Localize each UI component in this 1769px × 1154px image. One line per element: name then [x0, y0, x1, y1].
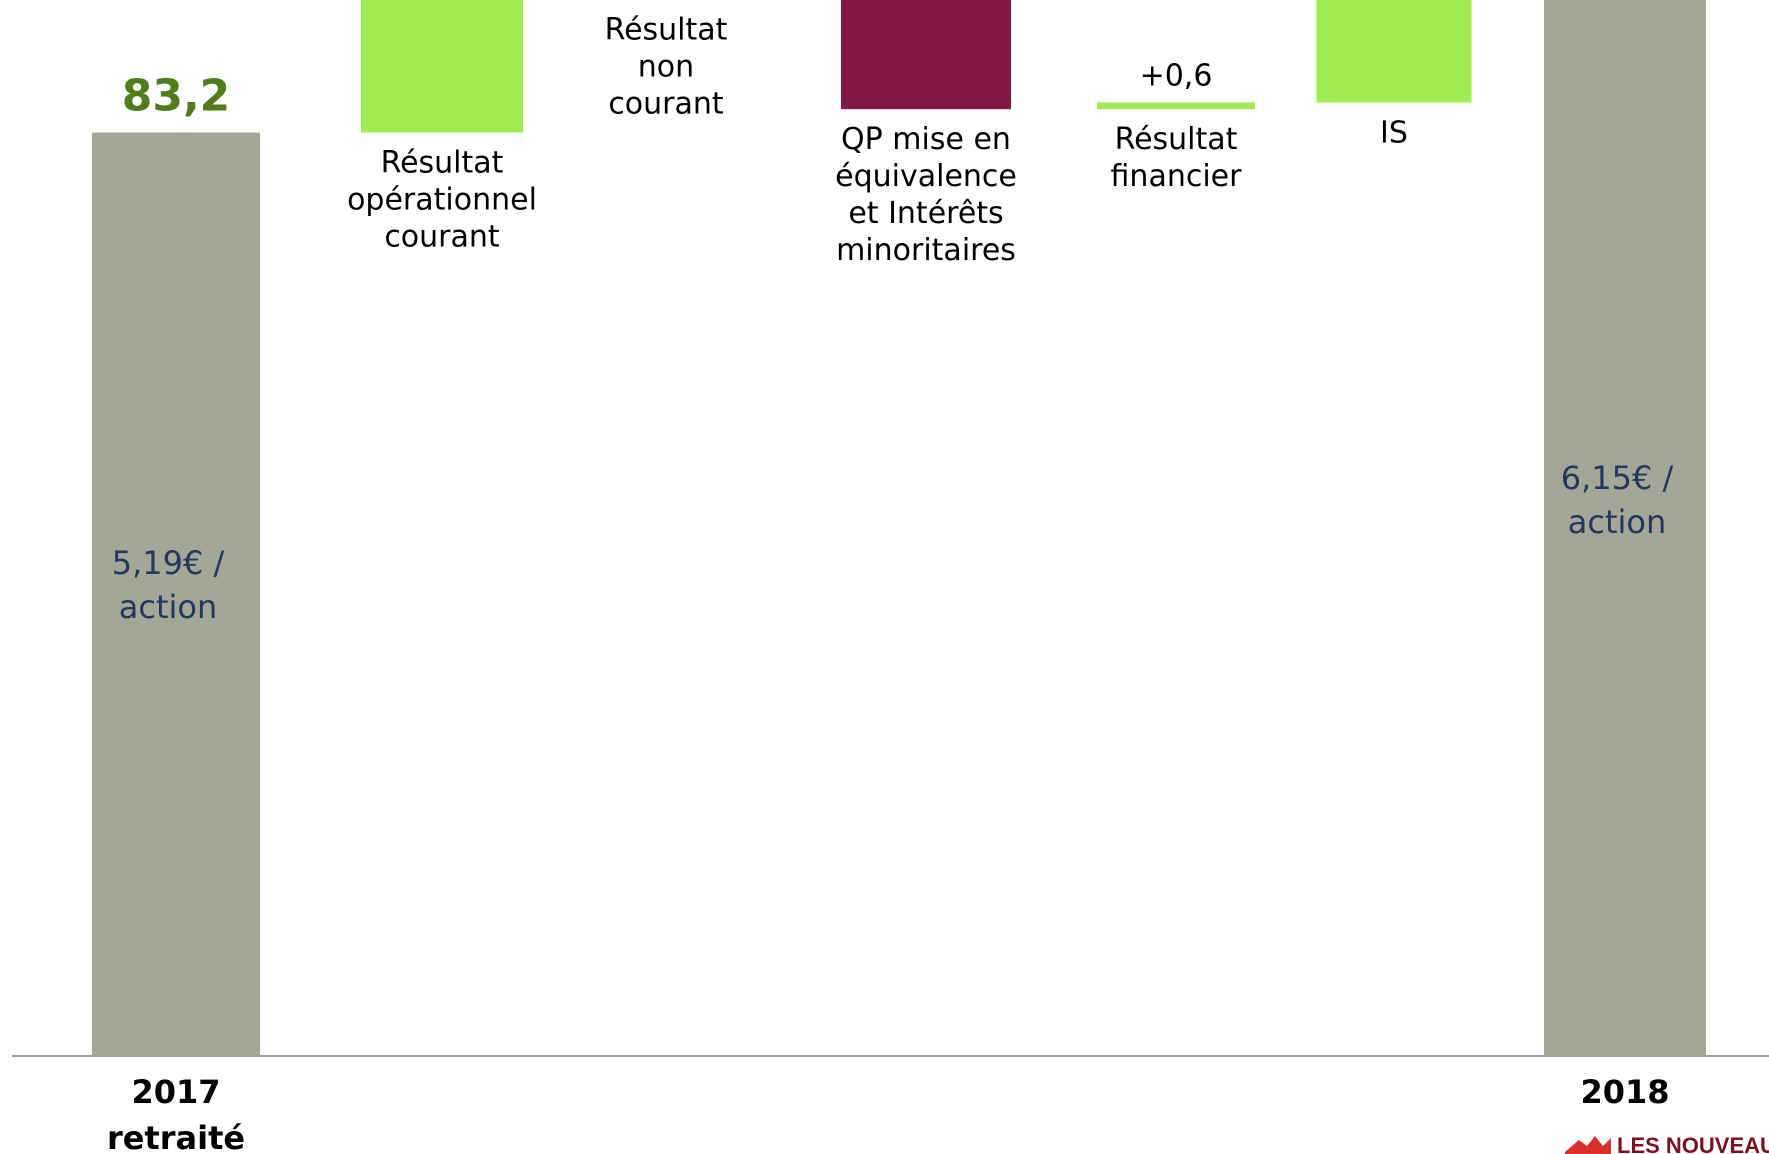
category-label-3-1: équivalence: [835, 159, 1017, 194]
category-label-0-0: 2017: [131, 1073, 220, 1111]
bar-0: [92, 132, 260, 1057]
per-share-label-6-0: 6,15€ /: [1561, 459, 1674, 497]
bars-group: [92, 0, 1706, 1057]
category-label-6-0: 2018: [1580, 1073, 1669, 1111]
bar-6: [1544, 0, 1706, 1056]
category-label-2-2: courant: [608, 86, 724, 121]
logo-text: LES NOUVEAUX: [1617, 1133, 1769, 1154]
category-label-3-2: et Intérêts: [848, 196, 1003, 231]
bar-3: [841, 0, 1011, 110]
category-label-3-0: QP mise en: [841, 122, 1011, 157]
value-label-0: 83,2: [122, 70, 231, 121]
category-label-2-0: Résultat: [605, 12, 728, 47]
category-label-5-0: IS: [1380, 116, 1408, 151]
category-label-3-3: minoritaires: [836, 233, 1016, 268]
value-label-4: +0,6: [1140, 59, 1213, 94]
bar-5: [1316, 0, 1472, 103]
category-label-4-1: financier: [1111, 159, 1243, 194]
category-label-1-2: courant: [384, 219, 500, 254]
category-label-1-1: opérationnel: [347, 182, 537, 217]
per-share-label-0-1: action: [119, 588, 218, 626]
logo-mark-icon: [1565, 1136, 1611, 1154]
category-label-4-0: Résultat: [1115, 122, 1238, 157]
category-label-0-1: retraité: [107, 1119, 245, 1154]
per-share-label-6-1: action: [1568, 503, 1667, 541]
bar-4: [1097, 102, 1255, 110]
category-label-1-0: Résultat: [381, 145, 504, 180]
category-label-2-1: non: [638, 49, 694, 84]
brand-logo: LES NOUVEAUX: [1565, 1133, 1769, 1154]
per-share-label-0-0: 5,19€ /: [112, 544, 225, 582]
bar-1: [361, 0, 523, 133]
